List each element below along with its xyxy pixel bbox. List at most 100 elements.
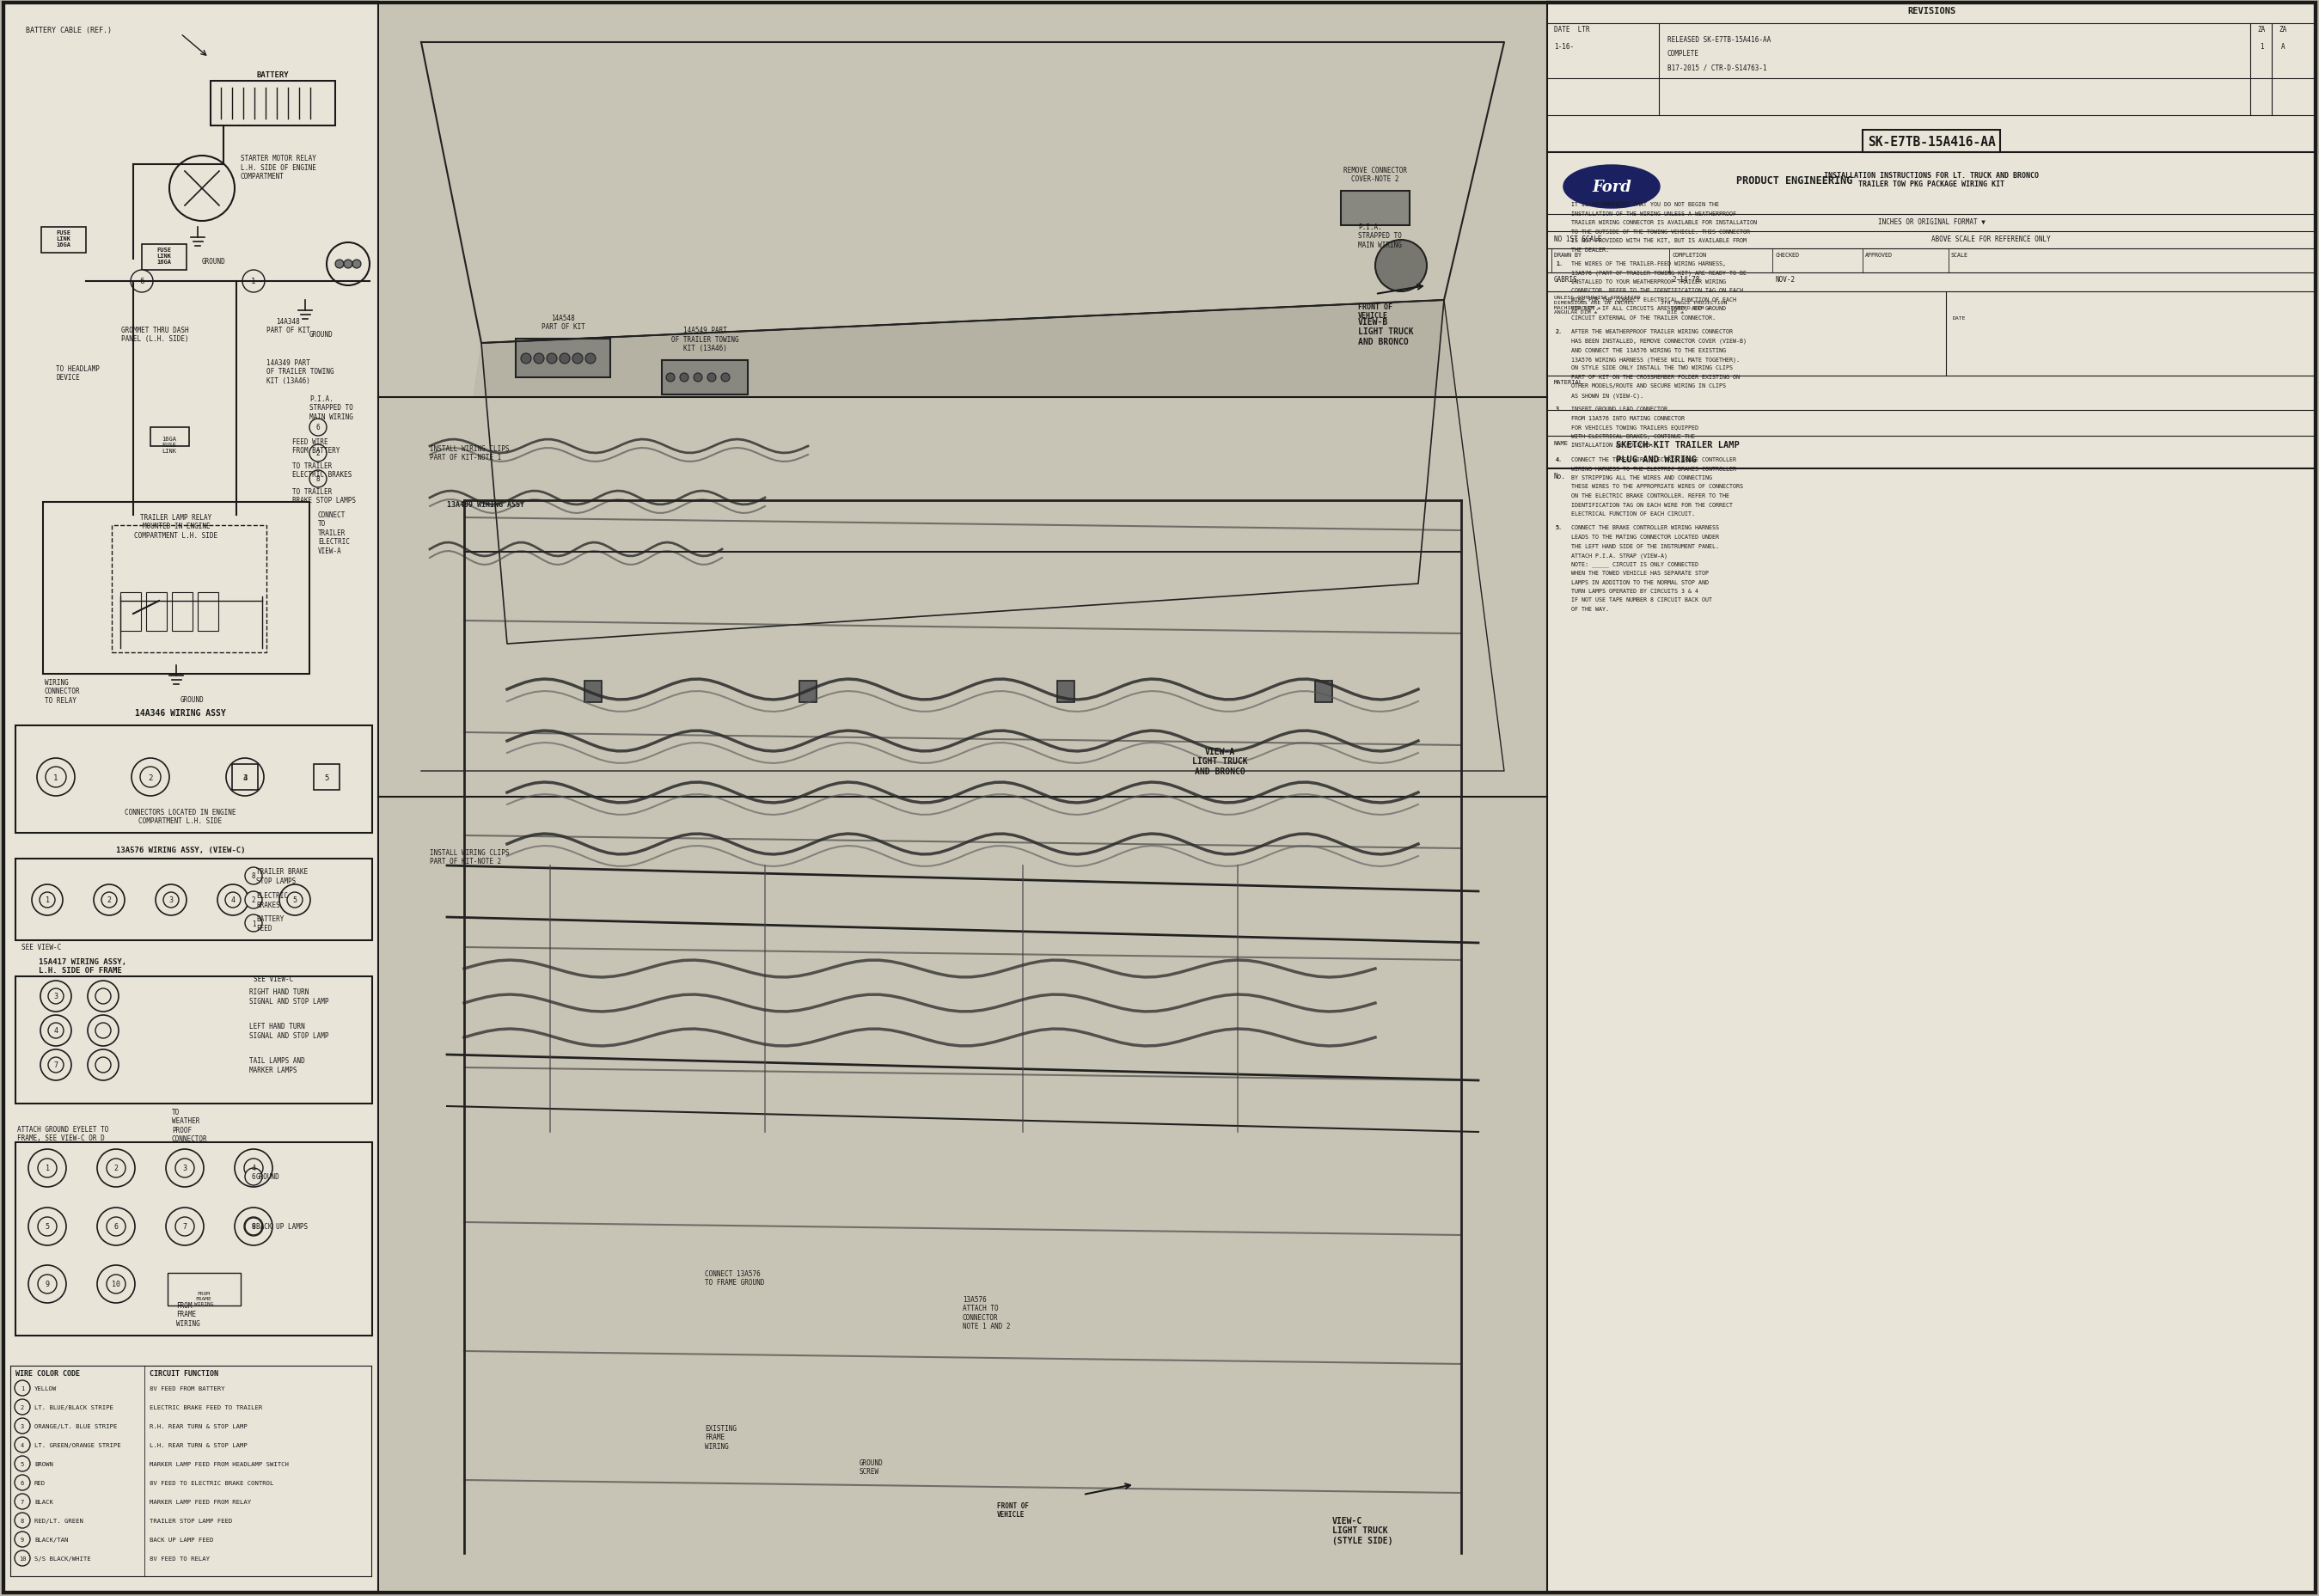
- Text: 1.: 1.: [1556, 262, 1563, 267]
- Ellipse shape: [1565, 166, 1658, 207]
- Text: 14A548
PART OF KIT: 14A548 PART OF KIT: [540, 314, 584, 330]
- Text: 6: 6: [315, 425, 320, 431]
- Circle shape: [327, 243, 369, 286]
- Text: 6: 6: [250, 1173, 255, 1181]
- Text: SEE VIEW-C: SEE VIEW-C: [253, 975, 292, 983]
- Circle shape: [352, 260, 362, 268]
- Text: FRONT OF
VEHICLE: FRONT OF VEHICLE: [1359, 303, 1391, 319]
- Text: ORANGE/LT. BLUE STRIPE: ORANGE/LT. BLUE STRIPE: [35, 1424, 118, 1428]
- Circle shape: [246, 868, 262, 884]
- Text: REMOVE CONNECTOR
COVER-NOTE 2: REMOVE CONNECTOR COVER-NOTE 2: [1343, 166, 1408, 184]
- Circle shape: [721, 373, 730, 383]
- Text: 5.: 5.: [1556, 525, 1563, 530]
- Text: INSTALLATION AS FOLLOWS.: INSTALLATION AS FOLLOWS.: [1572, 442, 1653, 448]
- Text: FROM 13A576 INTO MATING CONNECTOR: FROM 13A576 INTO MATING CONNECTOR: [1572, 415, 1684, 421]
- Text: 7: 7: [53, 1061, 58, 1069]
- Circle shape: [39, 982, 72, 1012]
- Text: CONNECT THE THREE WIRE ELECTRIC BRAKE CONTROLLER: CONNECT THE THREE WIRE ELECTRIC BRAKE CO…: [1572, 456, 1737, 463]
- Text: DATE  LTR: DATE LTR: [1554, 26, 1591, 34]
- Text: APPROVED: APPROVED: [1864, 252, 1892, 257]
- Circle shape: [679, 373, 689, 383]
- Text: ELECTRIC
BRAKES: ELECTRIC BRAKES: [255, 892, 288, 908]
- Text: 10: 10: [111, 1280, 121, 1288]
- Text: INSTALLATION INSTRUCTIONS FOR LT. TRUCK AND BRONCO
TRAILER TOW PKG PACKAGE WIRIN: INSTALLATION INSTRUCTIONS FOR LT. TRUCK …: [1825, 172, 2038, 188]
- Text: 2: 2: [114, 1165, 118, 1171]
- Bar: [16, 1143, 371, 1336]
- Bar: [16, 859, 371, 940]
- Text: COMPLETION: COMPLETION: [1672, 252, 1707, 257]
- Bar: [1315, 681, 1331, 702]
- Bar: [313, 764, 339, 790]
- Circle shape: [243, 1159, 262, 1178]
- Circle shape: [14, 1400, 30, 1414]
- Text: 4: 4: [21, 1443, 23, 1448]
- Text: 10: 10: [19, 1556, 26, 1561]
- Circle shape: [14, 1475, 30, 1491]
- Text: COMPLETE: COMPLETE: [1667, 49, 1700, 57]
- Text: TO HEADLAMP
DEVICE: TO HEADLAMP DEVICE: [56, 365, 100, 381]
- Bar: [378, 399, 1547, 1591]
- Circle shape: [176, 1218, 195, 1235]
- Text: 3: 3: [53, 993, 58, 1001]
- Circle shape: [46, 768, 67, 788]
- Text: 13A409 WIRING ASSY: 13A409 WIRING ASSY: [448, 501, 524, 509]
- Text: 6: 6: [21, 1479, 23, 1486]
- Text: RED: RED: [35, 1479, 46, 1486]
- Text: 14A349 PART
OF TRAILER TOWING
KIT (13A46): 14A349 PART OF TRAILER TOWING KIT (13A46…: [267, 359, 334, 385]
- Text: ATTACH GROUND EYELET TO
FRAME, SEE VIEW-C OR D: ATTACH GROUND EYELET TO FRAME, SEE VIEW-…: [16, 1125, 109, 1143]
- Text: 7: 7: [183, 1223, 188, 1231]
- Bar: [16, 726, 371, 833]
- Circle shape: [97, 1149, 135, 1187]
- Text: 13A576 WIRING HARNESS (THESE WILL MATE TOGETHER).: 13A576 WIRING HARNESS (THESE WILL MATE T…: [1572, 356, 1739, 362]
- Text: 9: 9: [21, 1537, 23, 1542]
- Bar: [141, 244, 186, 271]
- Text: BACK UP LAMPS: BACK UP LAMPS: [255, 1223, 308, 1231]
- Circle shape: [343, 260, 352, 268]
- Text: NOV-2: NOV-2: [1774, 276, 1795, 284]
- Circle shape: [95, 1023, 111, 1039]
- Text: SCALE: SCALE: [1950, 252, 1969, 257]
- Circle shape: [533, 354, 545, 364]
- Circle shape: [37, 758, 74, 796]
- Circle shape: [28, 1266, 67, 1302]
- Circle shape: [225, 892, 241, 908]
- Circle shape: [234, 1149, 271, 1187]
- Circle shape: [107, 1275, 125, 1294]
- Bar: [111, 525, 267, 653]
- Text: 1: 1: [53, 774, 58, 782]
- Bar: [584, 681, 601, 702]
- Circle shape: [14, 1381, 30, 1396]
- Circle shape: [37, 1159, 56, 1178]
- Circle shape: [308, 471, 327, 488]
- Text: RED/LT. GREEN: RED/LT. GREEN: [35, 1518, 83, 1523]
- Circle shape: [93, 884, 125, 916]
- Circle shape: [308, 420, 327, 436]
- Text: 1: 1: [250, 919, 255, 927]
- Text: LEADS TO THE MATING CONNECTOR LOCATED UNDER: LEADS TO THE MATING CONNECTOR LOCATED UN…: [1572, 535, 1718, 539]
- Text: TRAILER BRAKE
STOP LAMPS: TRAILER BRAKE STOP LAMPS: [255, 868, 308, 884]
- Circle shape: [37, 1218, 56, 1235]
- Circle shape: [102, 892, 116, 908]
- Text: IS NOT PROVIDED WITH THE KIT, BUT IS AVAILABLE FROM: IS NOT PROVIDED WITH THE KIT, BUT IS AVA…: [1572, 238, 1746, 243]
- Text: CIRCUIT. IF ALL CIRCUITS ARE USED, ADD GROUND: CIRCUIT. IF ALL CIRCUITS ARE USED, ADD G…: [1572, 306, 1725, 311]
- Text: INSTALLATION OF THE WIRING UNLESS A WEATHERPROOF: INSTALLATION OF THE WIRING UNLESS A WEAT…: [1572, 211, 1737, 215]
- Text: SEE VIEW-C: SEE VIEW-C: [21, 943, 60, 951]
- Circle shape: [39, 892, 56, 908]
- Text: 2-14-78: 2-14-78: [1672, 276, 1700, 284]
- Text: LAMPS IN ADDITION TO THE NORMAL STOP AND: LAMPS IN ADDITION TO THE NORMAL STOP AND: [1572, 579, 1709, 584]
- Circle shape: [288, 892, 301, 908]
- Circle shape: [243, 271, 264, 294]
- Text: P.I.A.
STRAPPED TO
MAIN WIRING: P.I.A. STRAPPED TO MAIN WIRING: [308, 396, 352, 421]
- Bar: [561, 969, 575, 986]
- Text: 2.: 2.: [1556, 329, 1563, 335]
- Text: NO 1ST SCALE: NO 1ST SCALE: [1554, 235, 1602, 243]
- Text: FROM
FRAME
WIRING: FROM FRAME WIRING: [195, 1291, 213, 1306]
- Circle shape: [97, 1208, 135, 1245]
- Text: WHEN THE TOWED VEHICLE HAS SEPARATE STOP: WHEN THE TOWED VEHICLE HAS SEPARATE STOP: [1572, 570, 1709, 576]
- Text: GROUND: GROUND: [308, 330, 334, 338]
- Circle shape: [218, 884, 248, 916]
- Bar: [197, 592, 218, 632]
- Text: 9: 9: [44, 1280, 49, 1288]
- Text: 4: 4: [243, 774, 248, 782]
- Circle shape: [14, 1456, 30, 1472]
